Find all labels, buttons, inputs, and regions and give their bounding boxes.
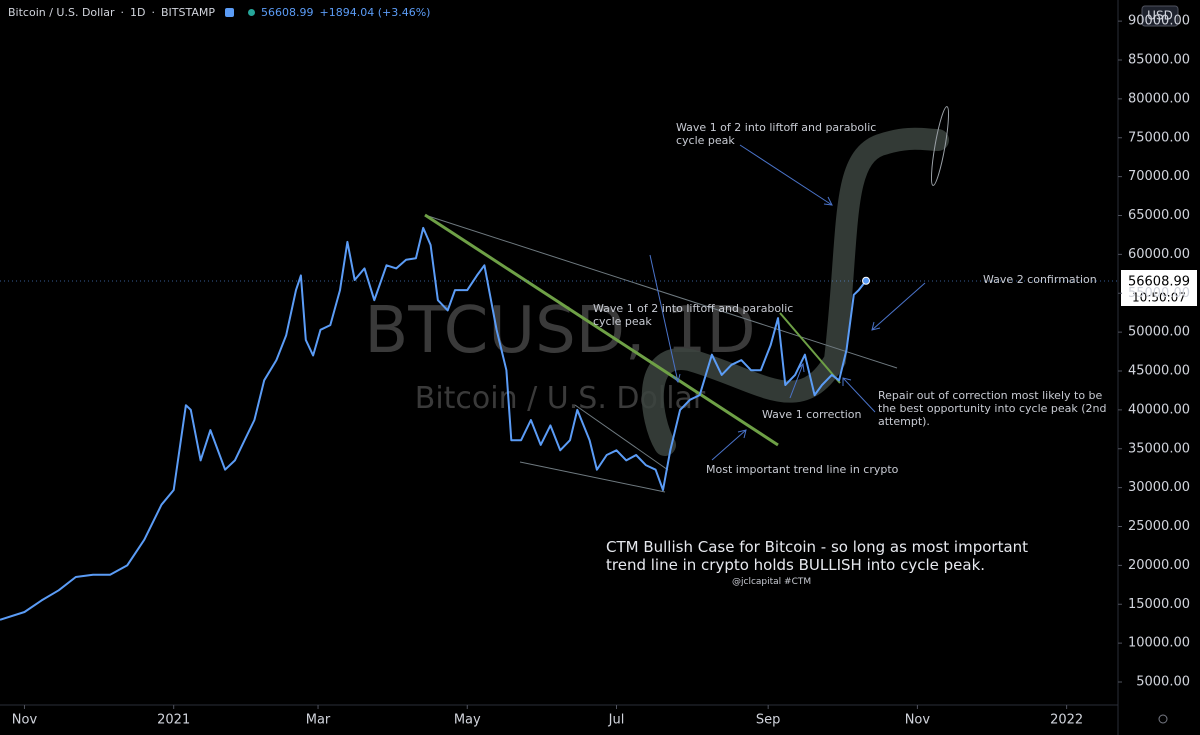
last-price: 56608.99: [261, 6, 314, 19]
exchange: BITSTAMP: [161, 6, 216, 19]
y-tick-label: 35000.00: [1128, 441, 1190, 456]
y-tick-label: 30000.00: [1128, 480, 1190, 495]
annotation: @jclcapital #CTM: [732, 577, 812, 587]
x-tick-label: 2021: [157, 713, 190, 728]
trend-line: [779, 312, 841, 384]
annotation: Most important trend line in crypto: [706, 463, 899, 476]
y-tick-label: 45000.00: [1128, 364, 1190, 379]
price-tag-bg: [1121, 270, 1197, 306]
annotation: Repair out of correction most likely to …: [878, 389, 1107, 428]
price-line: [0, 226, 867, 621]
ellipse: [930, 106, 950, 186]
annotation: CTM Bullish Case for Bitcoin - so long a…: [606, 538, 1029, 574]
header: Bitcoin / U.S. Dollar · 1D · BITSTAMP 5660…: [8, 6, 431, 19]
status-dot: [248, 9, 256, 16]
y-tick-label: 75000.00: [1128, 130, 1190, 145]
annotation: Wave 2 confirmation: [983, 273, 1097, 286]
trend-line: [424, 213, 779, 447]
x-tick-label: 2022: [1050, 713, 1083, 728]
y-tick-label: 70000.00: [1128, 169, 1190, 184]
y-tick-label: 15000.00: [1128, 597, 1190, 612]
y-tick-label: 20000.00: [1128, 558, 1190, 573]
annotation: Wave 1 of 2 into liftoff and parabolic c…: [676, 121, 877, 147]
annotation: Wave 1 correction: [762, 408, 862, 421]
trend-line: [519, 461, 666, 493]
interval: 1D: [130, 6, 146, 19]
flag-icon[interactable]: [225, 8, 235, 17]
y-tick-label: 25000.00: [1128, 519, 1190, 534]
brush-stroke: [641, 127, 949, 456]
y-tick-label: 85000.00: [1128, 52, 1190, 67]
symbol: Bitcoin / U.S. Dollar: [8, 6, 115, 19]
y-tick-label: 90000.00: [1128, 14, 1190, 29]
y-tick-label: 65000.00: [1128, 208, 1190, 223]
price-tag-countdown: 10:50:07: [1132, 291, 1186, 305]
y-tick-label: 60000.00: [1128, 247, 1190, 262]
y-tick-label: 5000.00: [1136, 675, 1190, 690]
price-change: +1894.04 (+3.46%): [319, 6, 431, 19]
trend-line: [574, 404, 669, 471]
currency-label[interactable]: USD: [1147, 9, 1173, 23]
y-tick-label: 80000.00: [1128, 91, 1190, 106]
last-point: [862, 276, 871, 285]
x-tick-label: Mar: [306, 713, 331, 728]
drawings: [424, 106, 950, 493]
annotation: Wave 1 of 2 into liftoff and parabolic c…: [593, 302, 794, 328]
x-tick-label: Nov: [905, 713, 931, 728]
x-tick-label: May: [454, 713, 481, 728]
settings-icon[interactable]: [1158, 714, 1168, 724]
arrows: [649, 144, 926, 461]
x-tick-label: Jul: [608, 713, 625, 728]
y-tick-label: 55000.00: [1128, 286, 1190, 301]
currency-button[interactable]: [1141, 5, 1179, 27]
y-tick-label: 10000.00: [1128, 636, 1190, 651]
price-tag-price: 56608.99: [1128, 275, 1190, 290]
trend-line: [424, 214, 898, 369]
y-tick-label: 50000.00: [1128, 325, 1190, 340]
y-tick-label: 40000.00: [1128, 402, 1190, 417]
x-tick-label: Sep: [756, 713, 781, 728]
x-tick-label: Nov: [12, 713, 38, 728]
